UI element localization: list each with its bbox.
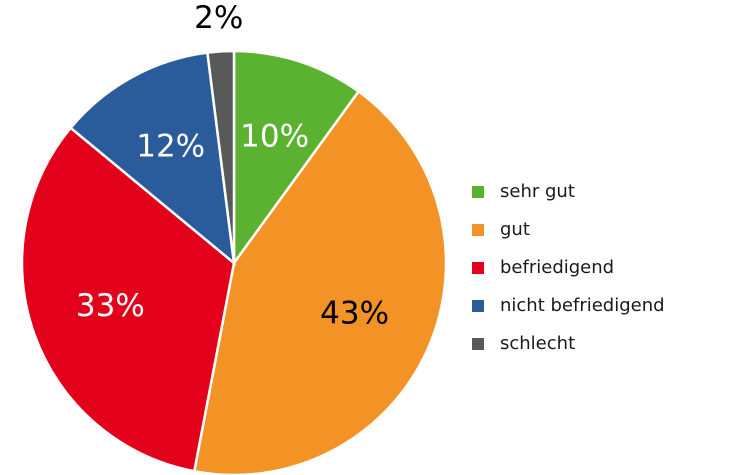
legend-label: befriedigend (500, 257, 614, 278)
legend-label: nicht befriedigend (500, 295, 665, 316)
legend-swatch (472, 224, 484, 236)
legend-swatch (472, 186, 484, 198)
slice-label: 2% (194, 0, 243, 36)
legend-swatch (472, 338, 484, 350)
pie-slice (192, 89, 448, 475)
legend-label: gut (500, 219, 530, 240)
legend-label: schlecht (500, 333, 575, 354)
pie-slice (68, 51, 236, 266)
slice-label: 33% (76, 288, 145, 324)
pie-slice (232, 49, 361, 267)
legend-swatch (472, 300, 484, 312)
slice-label: 12% (136, 128, 205, 164)
legend-swatch (472, 262, 484, 274)
pie-slice (20, 126, 236, 473)
slice-label: 10% (240, 118, 309, 154)
pie-slice (206, 49, 236, 264)
slice-label: 43% (320, 296, 389, 332)
legend-label: sehr gut (500, 181, 575, 202)
